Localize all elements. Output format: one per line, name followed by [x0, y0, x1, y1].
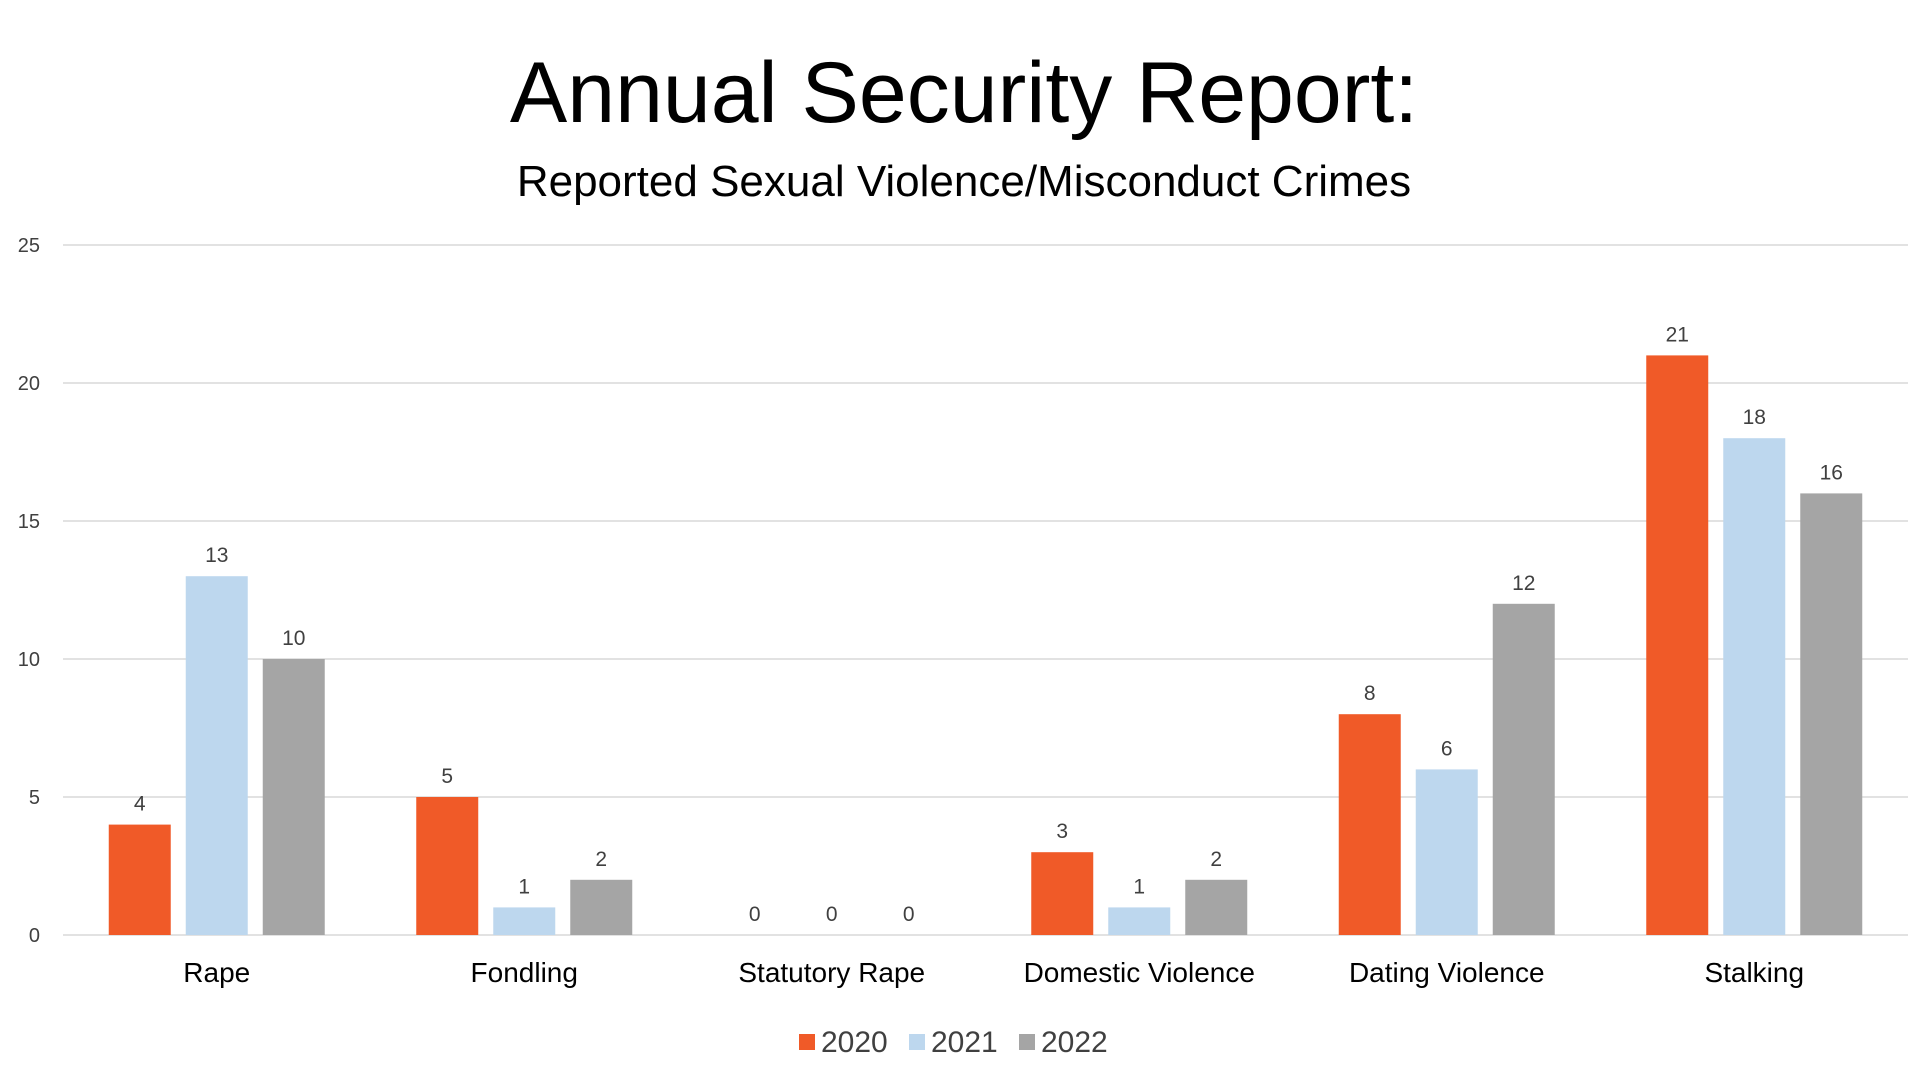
data-label: 1	[1133, 875, 1145, 898]
bar-2022	[1185, 879, 1248, 935]
category-label: Rape	[183, 957, 250, 988]
bar-2021	[1108, 907, 1171, 935]
y-tick-label: 20	[18, 373, 40, 395]
data-label: 6	[1441, 737, 1453, 760]
legend: 2020 2021 2022	[799, 1026, 1108, 1059]
legend-label: 2022	[1041, 1026, 1108, 1059]
category-label: Dating Violence	[1349, 957, 1545, 988]
y-tick-label: 0	[29, 925, 40, 947]
bar-2022	[1800, 493, 1863, 935]
data-label: 13	[205, 544, 228, 567]
y-tick-label: 10	[18, 649, 40, 671]
y-tick-label: 5	[29, 787, 40, 809]
bar-2020	[1338, 714, 1401, 935]
category-label: Stalking	[1704, 957, 1804, 988]
chart-title: Annual Security Report:	[510, 45, 1418, 141]
legend-swatch-2020	[799, 1034, 815, 1050]
data-label: 18	[1743, 406, 1766, 429]
data-label: 0	[749, 903, 761, 926]
y-axis-ticks: 0 5 10 15 20 25	[18, 235, 40, 947]
category-label: Domestic Violence	[1024, 957, 1255, 988]
bar-2022	[570, 879, 633, 935]
data-label: 0	[826, 903, 838, 926]
legend-label: 2020	[821, 1026, 888, 1059]
data-label: 12	[1512, 572, 1535, 595]
bar-2020	[416, 797, 479, 935]
data-label: 10	[282, 627, 305, 650]
bars	[108, 355, 1863, 935]
bar-2021	[1723, 438, 1786, 935]
legend-swatch-2021	[909, 1034, 925, 1050]
data-label: 16	[1820, 461, 1843, 484]
bar-2021	[1415, 769, 1478, 935]
bar-2021	[185, 576, 248, 935]
bar-2022	[1492, 603, 1555, 935]
data-label: 3	[1056, 820, 1068, 843]
data-label: 5	[441, 765, 453, 788]
data-label: 4	[134, 793, 146, 816]
data-label: 2	[1210, 848, 1222, 871]
data-label: 2	[595, 848, 607, 871]
data-label: 0	[903, 903, 915, 926]
data-label: 21	[1666, 323, 1689, 346]
category-label: Statutory Rape	[738, 957, 925, 988]
category-label: Fondling	[471, 957, 578, 988]
chart-subtitle: Reported Sexual Violence/Misconduct Crim…	[517, 157, 1411, 206]
x-axis-categories: Rape Fondling Statutory Rape Domestic Viole…	[183, 957, 1804, 988]
bar-2021	[493, 907, 556, 935]
bar-2020	[1646, 355, 1709, 935]
bar-2020	[1031, 852, 1094, 935]
data-label: 8	[1364, 682, 1376, 705]
data-label: 1	[518, 875, 530, 898]
bar-2022	[262, 659, 325, 935]
gridlines	[63, 244, 1908, 936]
y-tick-label: 15	[18, 511, 40, 533]
bar-2020	[108, 824, 171, 935]
y-tick-label: 25	[18, 235, 40, 257]
legend-swatch-2022	[1019, 1034, 1035, 1050]
legend-label: 2021	[931, 1026, 998, 1059]
